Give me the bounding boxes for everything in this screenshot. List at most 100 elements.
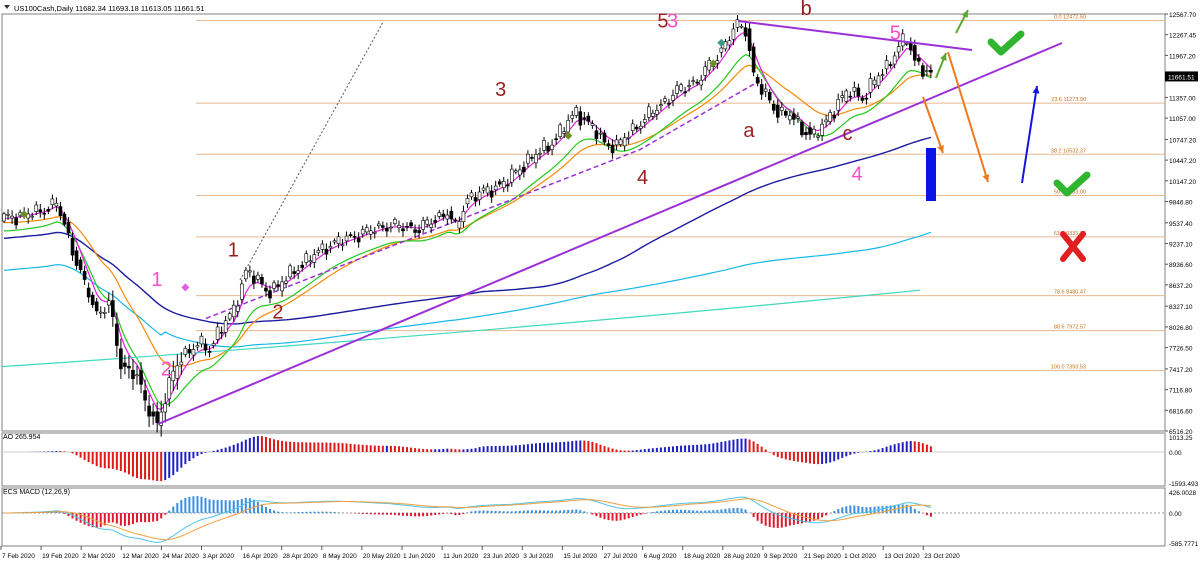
candle-body [284, 280, 288, 284]
candle-body [888, 64, 893, 67]
candle-body [659, 104, 663, 106]
chart-frame [1, 5, 1166, 547]
orange-arrow-down-1-head [937, 145, 944, 153]
candle-body [401, 228, 405, 232]
orange-arrow-down-1 [922, 96, 944, 154]
y-tick-label: 7417.20 [1169, 367, 1193, 374]
fib-label: 88.6 7972.57 [1054, 325, 1086, 331]
candle-body [469, 192, 474, 198]
trendlines [157, 20, 1063, 425]
candle-body [332, 240, 337, 243]
macd-panel [2, 496, 1165, 544]
candle-body [634, 126, 639, 130]
target-zone-box [926, 148, 936, 201]
candle-body [256, 274, 260, 280]
candle-body [372, 232, 377, 234]
candle-body [344, 235, 349, 242]
candle-body [42, 212, 47, 215]
fractal-diamond [564, 131, 573, 140]
candle-body [687, 85, 691, 87]
candle-body [151, 411, 155, 417]
wave-label: 2 [272, 301, 283, 323]
candle-body [562, 131, 566, 134]
candle-body [389, 226, 393, 229]
green-arrow-up-2-head [940, 53, 947, 61]
ma-purple-dashed-line [205, 80, 761, 320]
candle-body [767, 91, 772, 101]
candle-body [356, 237, 361, 243]
candle-body [421, 220, 425, 230]
candle-body [796, 116, 800, 119]
candle-body [397, 225, 401, 229]
x-tick-label: 24 Mar 2020 [162, 553, 199, 560]
candle-body [739, 25, 744, 28]
x-tick-label: 1 Oct 2020 [844, 553, 876, 560]
wave-label: 1 [151, 269, 162, 291]
candle-body [34, 204, 39, 212]
fib-label: 23.6 11273.90 [1051, 97, 1086, 103]
candle-body [276, 284, 280, 287]
ao-label: AO 265.954 [3, 434, 40, 441]
candle-body [377, 223, 381, 227]
candle-body [485, 186, 490, 194]
y-tick-label: 8327.10 [1169, 304, 1193, 311]
y-tick-label: 10147.20 [1169, 179, 1196, 186]
x-tick-label: 13 Oct 2020 [884, 553, 920, 560]
candle-body [538, 152, 542, 155]
candle-body [74, 250, 79, 266]
fib-label: 38.2 10532.37 [1051, 148, 1086, 154]
x-tick-label: 20 May 2020 [363, 553, 401, 560]
candle-body [316, 250, 321, 254]
candle-body [554, 138, 558, 141]
candle-body [94, 301, 99, 312]
candle-body [457, 221, 462, 229]
candle-body [203, 343, 208, 351]
candlesticks [2, 15, 933, 437]
candle-body [352, 236, 357, 238]
candle-body [381, 225, 385, 228]
candle-body [54, 202, 59, 207]
candle-body [699, 79, 704, 86]
candle-body [171, 370, 176, 382]
candle-body [832, 114, 836, 119]
price-axis: 12567.70 12267.45 11967.20 11661.51 11357.00… [1165, 12, 1199, 548]
check-icon [987, 30, 1025, 56]
candle-body [231, 304, 236, 318]
ma-teal-line [1, 289, 921, 368]
candle-body [139, 370, 143, 385]
blue-arrow-up-head [1032, 86, 1040, 94]
candle-body [763, 88, 768, 92]
candle-body [518, 169, 522, 176]
candle-body [671, 95, 675, 101]
candle-body [558, 124, 562, 137]
candle-body [707, 60, 712, 71]
wave-label: 2 [161, 359, 172, 381]
ao-panel [2, 436, 1165, 482]
candle-body [449, 210, 454, 220]
x-tick-label: 1 Jun 2020 [403, 553, 436, 560]
candle-body [590, 123, 595, 126]
current-price-box [1165, 71, 1198, 82]
candle-body [788, 115, 792, 121]
candle-body [66, 221, 71, 234]
fib-label: 61.8 9333.76 [1054, 231, 1086, 237]
candle-body [868, 78, 873, 93]
y-tick-label: 7116.80 [1169, 388, 1192, 395]
y-tick-label: 11057.00 [1169, 116, 1196, 123]
fractal-markers [20, 38, 726, 292]
candle-body [856, 87, 861, 97]
x-tick-label: 6 Aug 2020 [644, 553, 677, 560]
y-tick-label: 8936.60 [1169, 262, 1193, 269]
candle-body [566, 120, 571, 133]
candle-body [429, 223, 433, 228]
time-axis: 7 Feb 2020 19 Feb 2020 2 Mar 2020 12 Mar 20… [0, 546, 960, 560]
candle-body [280, 281, 284, 292]
candle-body [312, 254, 317, 263]
y-tick-label: 12267.45 [1169, 33, 1196, 40]
x-tick-label: 11 Jun 2020 [443, 553, 479, 560]
candle-body [14, 217, 18, 226]
candle-body [719, 47, 724, 53]
candle-body [921, 65, 925, 77]
